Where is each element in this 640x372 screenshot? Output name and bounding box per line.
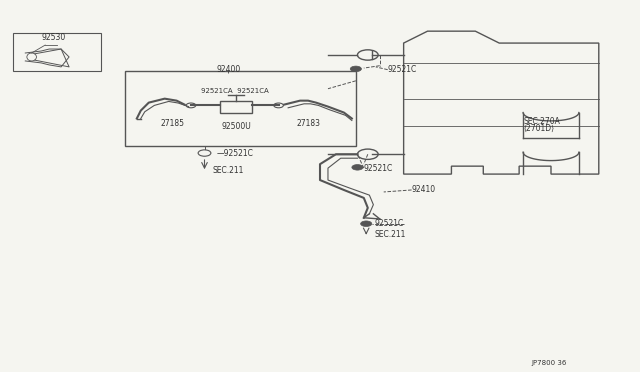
Circle shape <box>352 164 363 170</box>
Text: 92521C: 92521C <box>388 65 417 74</box>
Text: 92521CA  92521CA: 92521CA 92521CA <box>201 88 269 94</box>
Bar <box>13 33 101 71</box>
Text: 92521C: 92521C <box>364 164 393 173</box>
Text: 27183: 27183 <box>296 119 320 128</box>
Circle shape <box>360 221 372 227</box>
Circle shape <box>350 66 362 72</box>
Text: SEC.211: SEC.211 <box>212 166 244 174</box>
Text: SEC.211: SEC.211 <box>374 230 406 239</box>
Text: 92530: 92530 <box>41 33 65 42</box>
Text: 92400: 92400 <box>216 65 241 74</box>
Text: 92521C: 92521C <box>374 219 403 228</box>
Text: JP7800 36: JP7800 36 <box>531 360 566 366</box>
Text: 92500U: 92500U <box>221 122 252 131</box>
Text: 92410: 92410 <box>412 186 436 195</box>
Text: SEC.270A: SEC.270A <box>523 117 560 126</box>
Text: 27185: 27185 <box>161 119 185 128</box>
Bar <box>220 101 252 113</box>
Text: ⟨2701D⟩: ⟨2701D⟩ <box>523 124 554 133</box>
Text: —92521C: —92521C <box>216 148 253 158</box>
Bar <box>125 71 356 146</box>
